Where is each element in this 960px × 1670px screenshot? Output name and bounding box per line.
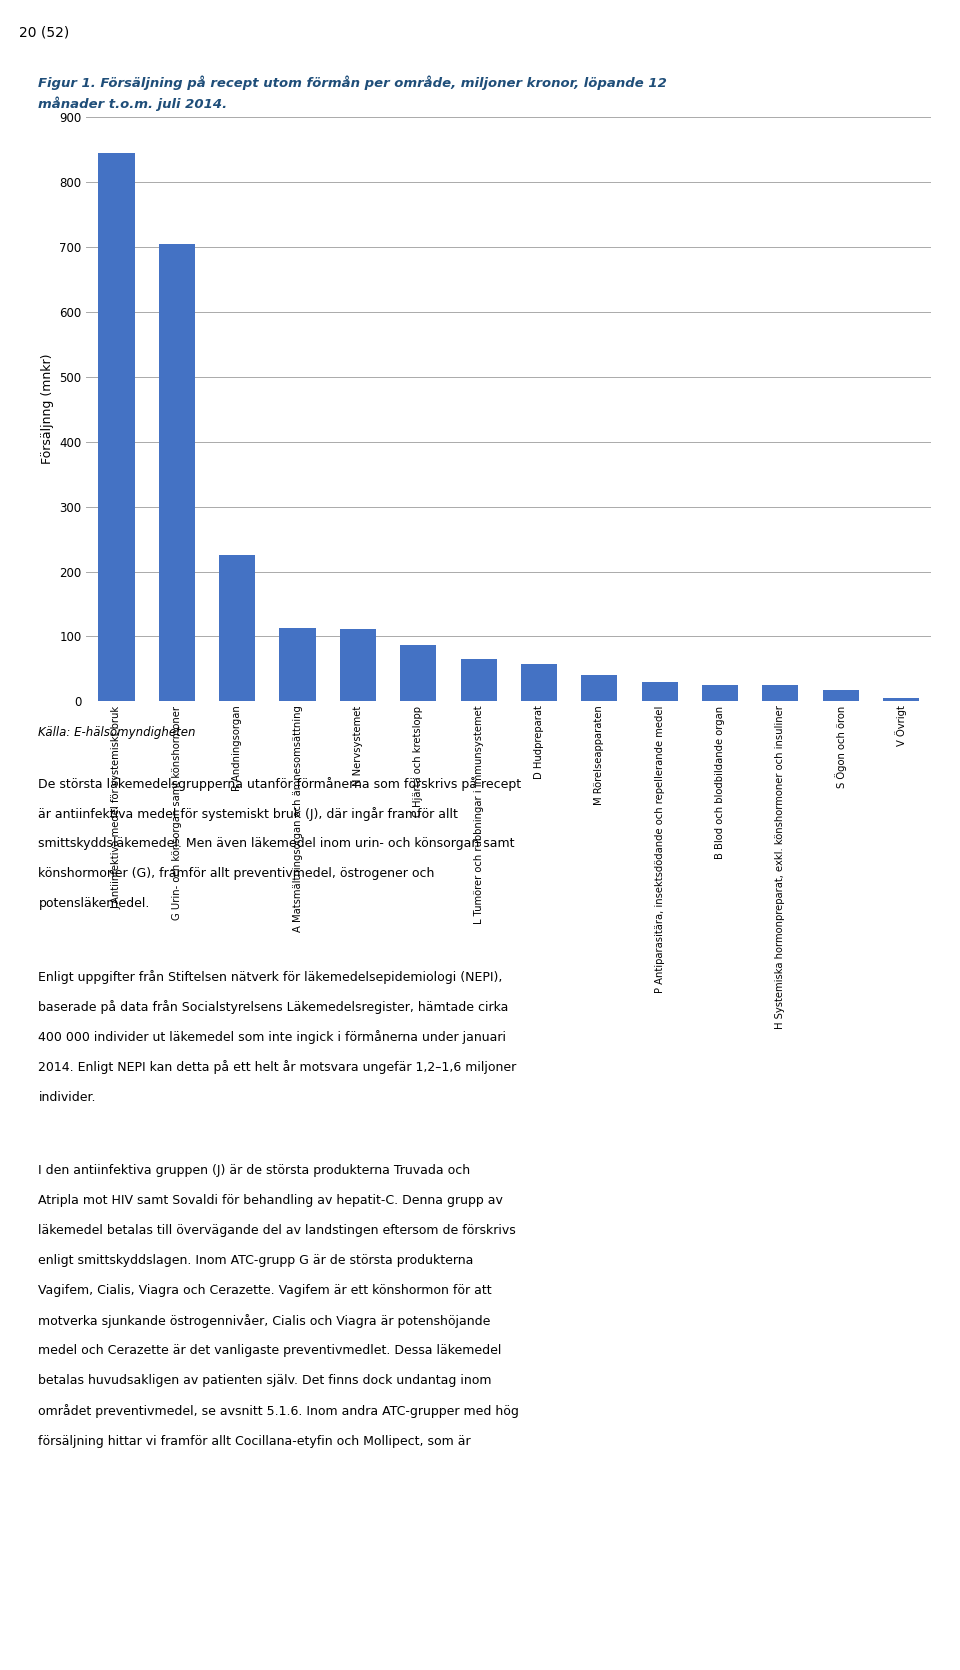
Text: området preventivmedel, se avsnitt 5.1.6. Inom andra ATC-grupper med hög: området preventivmedel, se avsnitt 5.1.6… (38, 1404, 519, 1418)
Text: 400 000 individer ut läkemedel som inte ingick i förmånerna under januari: 400 000 individer ut läkemedel som inte … (38, 1030, 507, 1044)
Text: betalas huvudsakligen av patienten själv. Det finns dock undantag inom: betalas huvudsakligen av patienten själv… (38, 1374, 492, 1388)
Bar (702, 685, 738, 701)
Text: Källa: E-hälsomyndigheten: Källa: E-hälsomyndigheten (38, 726, 196, 740)
Text: motverka sjunkande östrogennivåer, Cialis och Viagra är potenshöjande: motverka sjunkande östrogennivåer, Ciali… (38, 1314, 491, 1328)
Text: månader t.o.m. juli 2014.: månader t.o.m. juli 2014. (38, 97, 228, 112)
Text: könshormoner (G), framför allt preventivmedel, östrogener och: könshormoner (G), framför allt preventiv… (38, 867, 435, 880)
Text: Enligt uppgifter från Stiftelsen nätverk för läkemedelsepidemiologi (NEPI),: Enligt uppgifter från Stiftelsen nätverk… (38, 970, 503, 984)
Text: medel och Cerazette är det vanligaste preventivmedlet. Dessa läkemedel: medel och Cerazette är det vanligaste pr… (38, 1344, 502, 1358)
Y-axis label: Försäljnng (mnkr): Försäljnng (mnkr) (40, 354, 54, 464)
Bar (158, 244, 195, 701)
Text: enligt smittskyddslagen. Inom ATC-grupp G är de största produkterna: enligt smittskyddslagen. Inom ATC-grupp … (38, 1254, 474, 1268)
Bar (219, 554, 255, 701)
Bar (340, 630, 376, 701)
Text: 2014. Enligt NEPI kan detta på ett helt år motsvara ungefär 1,2–1,6 miljoner: 2014. Enligt NEPI kan detta på ett helt … (38, 1060, 516, 1074)
Text: Vagifem, Cialis, Viagra och Cerazette. Vagifem är ett könshormon för att: Vagifem, Cialis, Viagra och Cerazette. V… (38, 1284, 492, 1298)
Bar (400, 645, 437, 701)
Text: Atripla mot HIV samt Sovaldi för behandling av hepatit-C. Denna grupp av: Atripla mot HIV samt Sovaldi för behandl… (38, 1194, 503, 1207)
Text: är antiinfektiva medel för systemiskt bruk (J), där ingår framför allt: är antiinfektiva medel för systemiskt br… (38, 807, 458, 820)
Bar (99, 152, 134, 701)
Text: försäljning hittar vi framför allt Cocillana-etyfin och Mollipect, som är: försäljning hittar vi framför allt Cocil… (38, 1435, 471, 1448)
Text: 20 (52): 20 (52) (19, 25, 69, 38)
Bar (279, 628, 316, 701)
Bar (823, 690, 859, 701)
Bar (762, 685, 799, 701)
Text: baserade på data från Socialstyrelsens Läkemedelsregister, hämtade cirka: baserade på data från Socialstyrelsens L… (38, 1000, 509, 1014)
Text: Figur 1. Försäljning på recept utom förmån per område, miljoner kronor, löpande : Figur 1. Försäljning på recept utom förm… (38, 75, 667, 90)
Bar (461, 660, 496, 701)
Bar (581, 675, 617, 701)
Bar (641, 681, 678, 701)
Bar (521, 663, 557, 701)
Text: läkemedel betalas till övervägande del av landstingen eftersom de förskrivs: läkemedel betalas till övervägande del a… (38, 1224, 516, 1237)
Text: potensläkemedel.: potensläkemedel. (38, 897, 150, 910)
Text: I den antiinfektiva gruppen (J) är de största produkterna Truvada och: I den antiinfektiva gruppen (J) är de st… (38, 1164, 470, 1177)
Text: De största läkemedelsgrupperna utanför förmånerna som förskrivs på recept: De största läkemedelsgrupperna utanför f… (38, 777, 521, 790)
Text: individer.: individer. (38, 1091, 96, 1104)
Bar (883, 698, 919, 701)
Text: smittskyddsläkemedel. Men även läkemedel inom urin- och könsorgan samt: smittskyddsläkemedel. Men även läkemedel… (38, 837, 515, 850)
